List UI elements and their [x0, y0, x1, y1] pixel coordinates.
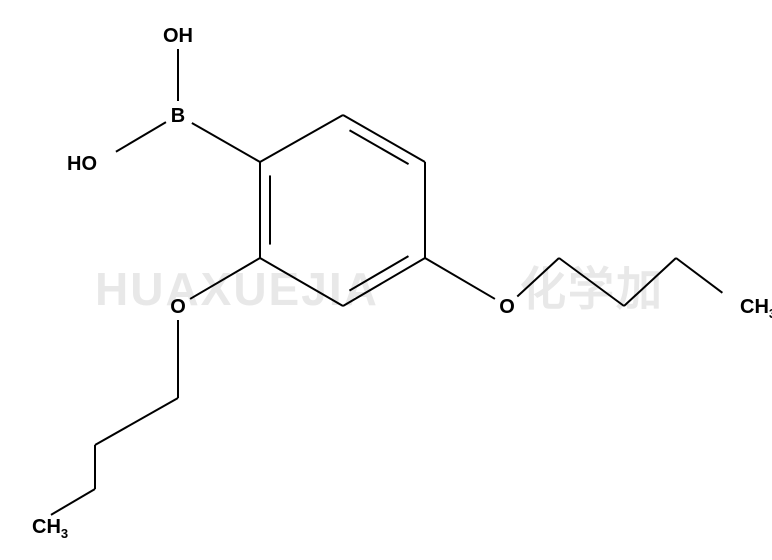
atom-label-o6: O [170, 296, 186, 318]
atom-label-a4: CH3 [32, 516, 68, 541]
atom-label-oh1: OH [163, 25, 193, 47]
atom-label-o4: O [499, 296, 515, 318]
atom-label-b: B [171, 105, 185, 127]
molecule-diagram: HUAXUEJIA化学加BOHHOOCH3OCH3 [0, 0, 772, 560]
atom-label-d4: CH3 [740, 296, 772, 321]
atom-label-oh2: HO [67, 153, 97, 175]
